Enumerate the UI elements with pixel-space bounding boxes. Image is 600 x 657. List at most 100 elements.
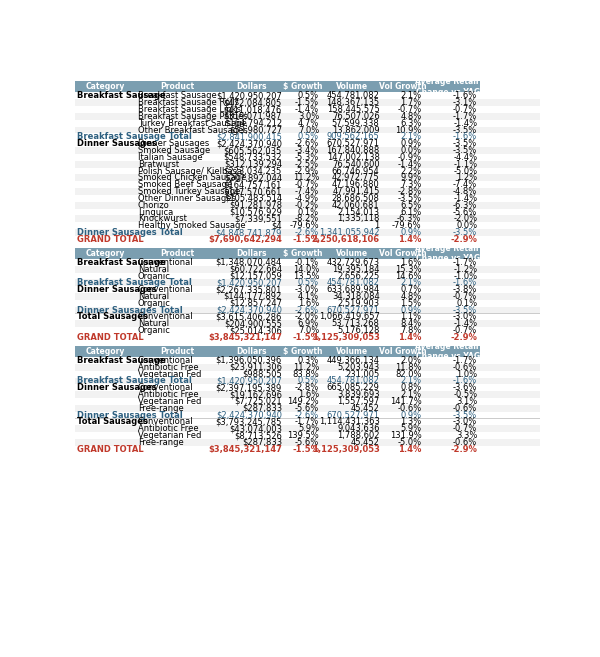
Text: -79.6%: -79.6% [290, 221, 319, 230]
Text: 1.3%: 1.3% [400, 417, 421, 426]
Text: $10,576,929: $10,576,929 [229, 208, 282, 217]
Text: Product: Product [160, 249, 194, 258]
Text: Dinner Sausages: Dinner Sausages [77, 383, 157, 392]
Text: $1,420,950,207: $1,420,950,207 [216, 91, 282, 101]
Text: 2.1%: 2.1% [400, 133, 421, 141]
Text: $3,793,245,785: $3,793,245,785 [215, 417, 282, 426]
Text: 1.2%: 1.2% [456, 173, 477, 183]
Text: Breakfast Sausage: Breakfast Sausage [77, 258, 166, 267]
Text: -0.7%: -0.7% [453, 424, 477, 433]
Bar [75, 229, 540, 236]
Bar [75, 202, 540, 209]
Text: Conventional: Conventional [138, 258, 193, 267]
Text: -2.0%: -2.0% [453, 214, 477, 223]
Text: $2,397,195,389: $2,397,195,389 [215, 383, 282, 392]
Text: $12,157,059: $12,157,059 [229, 271, 282, 281]
Text: -0.6%: -0.6% [397, 404, 421, 413]
Text: GRAND TOTAL: GRAND TOTAL [77, 333, 144, 342]
Text: 45,452: 45,452 [350, 438, 380, 447]
Text: 8.4%: 8.4% [400, 319, 421, 328]
Text: $2,267,335,801: $2,267,335,801 [215, 285, 282, 294]
Text: 1,788,602: 1,788,602 [337, 431, 380, 440]
Text: -79.6%: -79.6% [392, 221, 421, 230]
Text: Organic: Organic [138, 299, 170, 308]
Bar [75, 209, 540, 215]
Bar [75, 398, 540, 405]
Text: -1.7%: -1.7% [453, 112, 477, 121]
Bar [322, 346, 382, 357]
Text: 6.5%: 6.5% [400, 200, 421, 210]
Text: -2.5%: -2.5% [295, 160, 319, 169]
Text: 665,085,229: 665,085,229 [326, 383, 380, 392]
Text: 7.8%: 7.8% [400, 326, 421, 335]
Text: -0.1%: -0.1% [295, 258, 319, 267]
Text: -1.6%: -1.6% [453, 279, 477, 287]
Bar [382, 346, 424, 357]
Text: Dinner Sausages Total: Dinner Sausages Total [77, 306, 183, 315]
Text: 1.6%: 1.6% [400, 258, 421, 267]
Text: $12,857,247: $12,857,247 [229, 299, 282, 308]
Text: -1.6%: -1.6% [453, 133, 477, 141]
Bar [75, 236, 540, 242]
Text: $7,725,021: $7,725,021 [235, 397, 282, 406]
Text: -1.5%: -1.5% [295, 99, 319, 107]
Text: Linguica: Linguica [138, 208, 173, 217]
Text: -2.8%: -2.8% [397, 187, 421, 196]
Bar [75, 113, 540, 120]
Text: Smoked Turkey Sausage: Smoked Turkey Sausage [138, 187, 240, 196]
Text: Conventional: Conventional [138, 285, 193, 294]
Text: 6.9%: 6.9% [298, 319, 319, 328]
Text: Bratwurst: Bratwurst [138, 160, 179, 169]
Text: Polish Sausage/ Kielbasa: Polish Sausage/ Kielbasa [138, 166, 242, 175]
Bar [75, 334, 540, 341]
Text: 3.0%: 3.0% [298, 112, 319, 121]
Text: -1.5%: -1.5% [292, 445, 319, 454]
Text: $312,139,294: $312,139,294 [224, 160, 282, 169]
Text: Category: Category [86, 249, 125, 258]
Text: $204,900,555: $204,900,555 [224, 319, 282, 328]
Text: Natural: Natural [138, 319, 169, 328]
Bar [284, 346, 322, 357]
Text: $164,757,161: $164,757,161 [224, 180, 282, 189]
Text: $1,420,950,207: $1,420,950,207 [216, 279, 282, 287]
Text: Breakfast Sausage Rolls: Breakfast Sausage Rolls [138, 99, 239, 107]
Text: -0.7%: -0.7% [453, 105, 477, 114]
Text: 3.3%: 3.3% [456, 431, 477, 440]
Text: Antibiotic Free: Antibiotic Free [138, 363, 199, 372]
Text: 454,781,082: 454,781,082 [326, 376, 380, 386]
Text: Average Retail %
Change vs YAGO: Average Retail % Change vs YAGO [415, 342, 488, 361]
Text: Total Sausages: Total Sausages [77, 417, 148, 426]
Text: $2,424,370,940: $2,424,370,940 [216, 411, 282, 420]
Text: 7.0%: 7.0% [298, 125, 319, 135]
Text: -3.5%: -3.5% [453, 306, 477, 315]
Text: Vol Growth: Vol Growth [379, 249, 427, 258]
Bar [75, 357, 540, 364]
Text: -3.5%: -3.5% [453, 411, 477, 420]
Text: 0.3%: 0.3% [298, 356, 319, 365]
Text: -2.6%: -2.6% [295, 139, 319, 148]
Text: Dollars: Dollars [236, 82, 267, 91]
Text: 76,540,600: 76,540,600 [332, 160, 380, 169]
Bar [75, 384, 540, 391]
Text: Knockwurst: Knockwurst [138, 214, 187, 223]
Text: -1.4%: -1.4% [453, 119, 477, 127]
Text: 4.8%: 4.8% [400, 112, 421, 121]
Text: -1.7%: -1.7% [453, 356, 477, 365]
Bar [75, 293, 540, 300]
Text: 1.7%: 1.7% [400, 99, 421, 107]
Bar [219, 248, 284, 259]
Text: -4.8%: -4.8% [453, 187, 477, 196]
Text: Category: Category [86, 82, 125, 91]
Text: -1.5%: -1.5% [292, 235, 319, 244]
Text: -7.4%: -7.4% [295, 187, 319, 196]
Text: 13.5%: 13.5% [293, 271, 319, 281]
Bar [75, 215, 540, 222]
Text: Antibiotic Free: Antibiotic Free [138, 390, 199, 399]
Text: 2,250,618,106: 2,250,618,106 [311, 235, 380, 244]
Bar [424, 81, 479, 93]
Bar [382, 81, 424, 93]
Text: Conventional: Conventional [138, 356, 193, 365]
Bar [75, 259, 540, 266]
Text: 5.9%: 5.9% [298, 424, 319, 433]
Text: 1.4%: 1.4% [398, 235, 421, 244]
